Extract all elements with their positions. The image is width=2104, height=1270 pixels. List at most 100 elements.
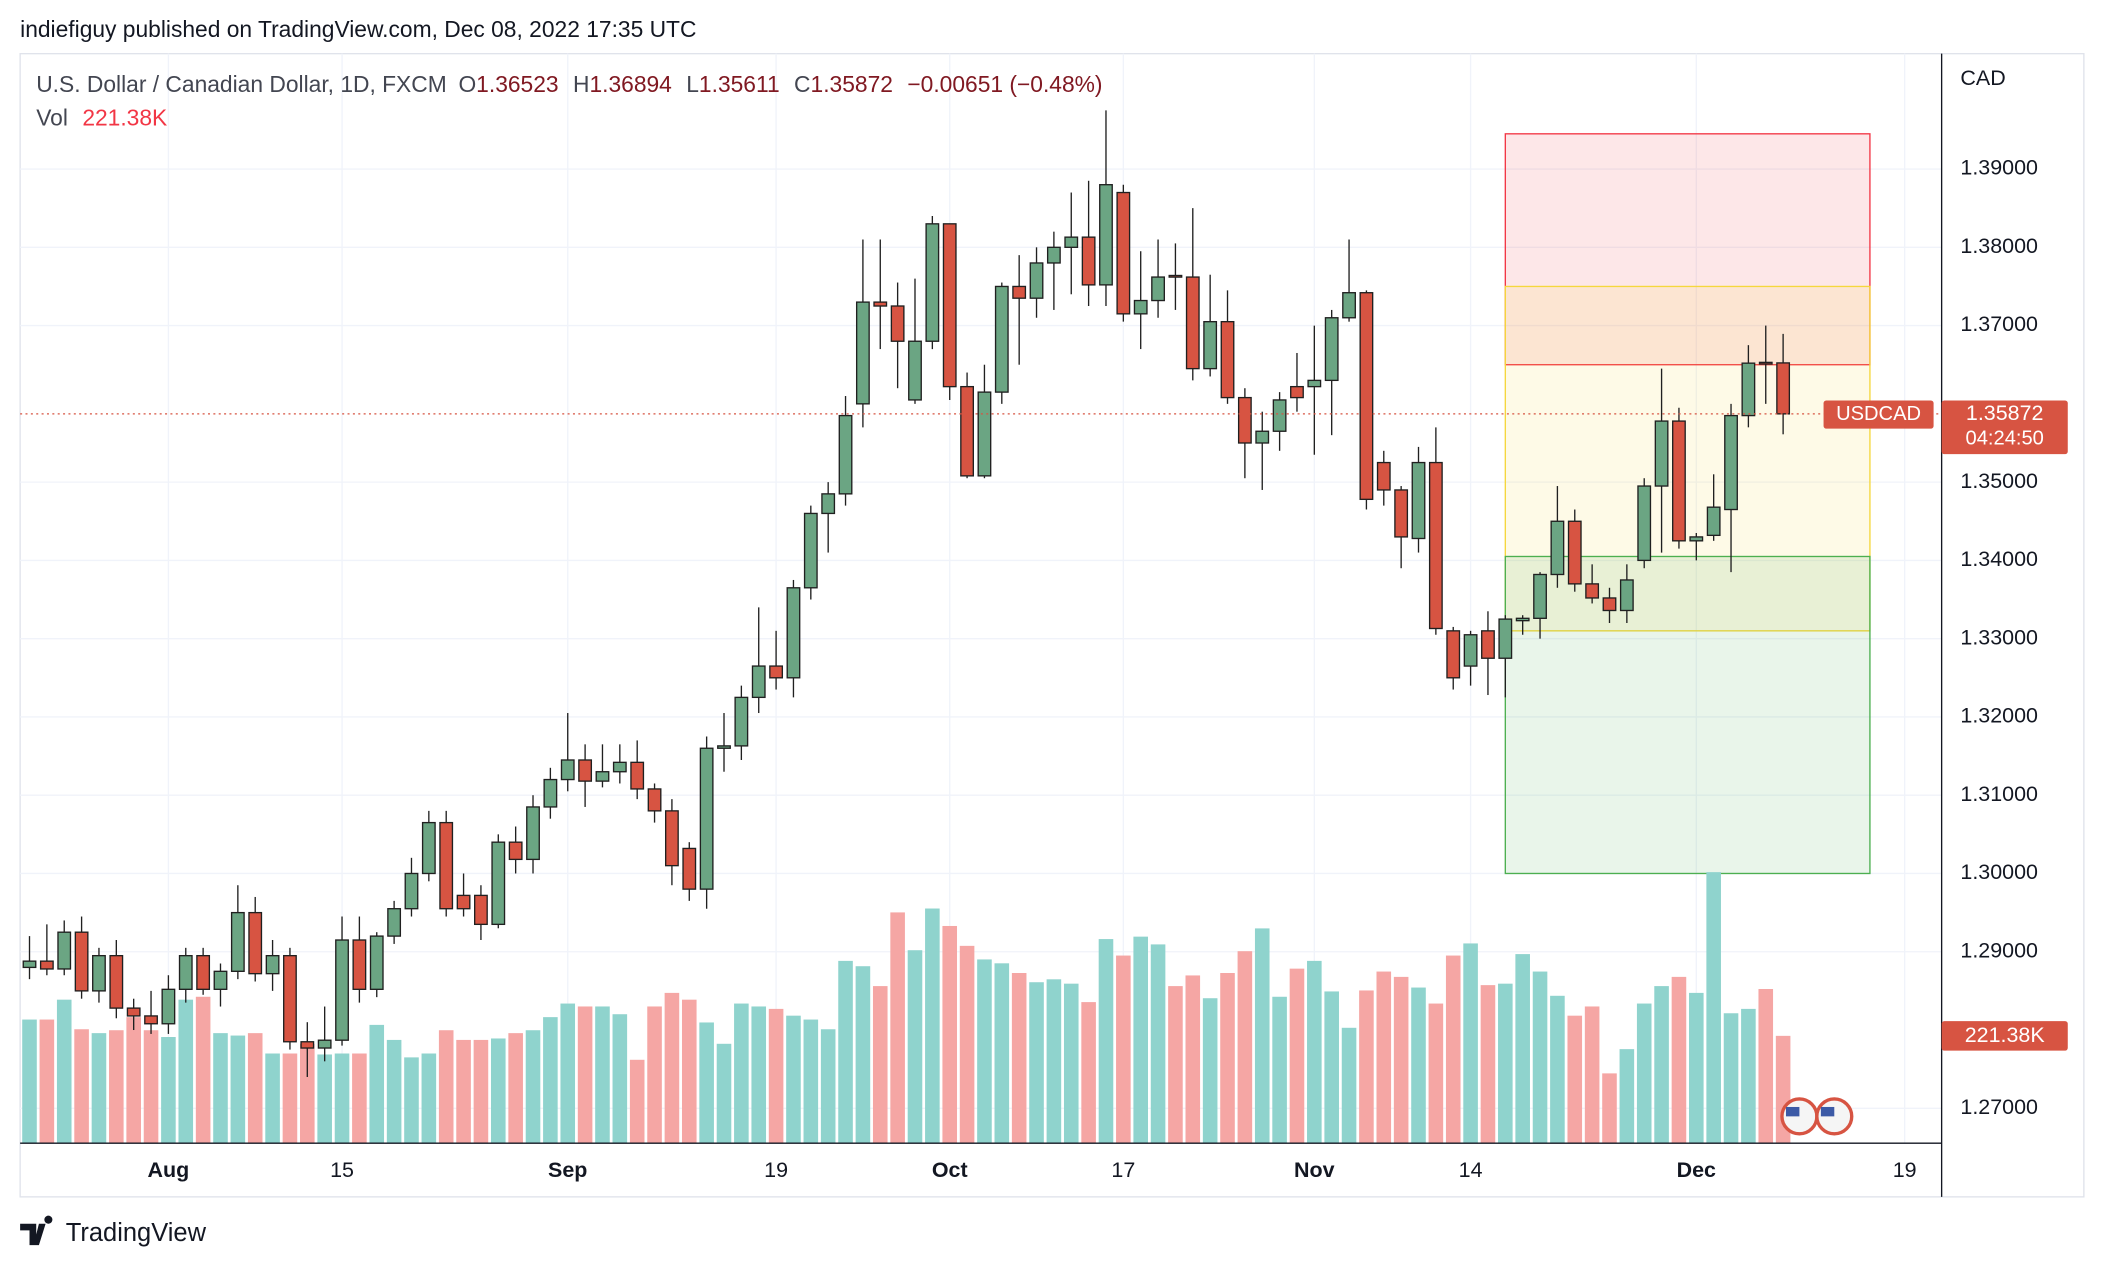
- candle-body: [1133, 299, 1148, 315]
- candle-body: [838, 414, 853, 495]
- flag-icons: [1780, 1097, 1854, 1136]
- candle-body: [1099, 184, 1113, 286]
- volume-bar: [369, 1024, 385, 1144]
- candle-body: [456, 894, 471, 910]
- candle-body: [734, 696, 749, 747]
- position-zone: [1504, 285, 1871, 632]
- volume-bar: [386, 1039, 402, 1144]
- volume-bar: [994, 963, 1010, 1144]
- candle-body: [647, 788, 662, 812]
- volume-bar: [195, 996, 211, 1144]
- chart-frame: [19, 53, 2085, 1198]
- volume-bar: [161, 1037, 176, 1144]
- volume-bar: [213, 1033, 228, 1144]
- candle-body: [144, 1015, 158, 1025]
- candle-body: [908, 340, 922, 401]
- candle-body: [699, 747, 714, 890]
- volume-bar: [959, 945, 975, 1144]
- volume-bar: [942, 925, 958, 1144]
- candle-body: [1463, 634, 1478, 667]
- volume-bar: [1671, 976, 1687, 1144]
- candle-body: [1758, 361, 1773, 365]
- x-tick-label: Nov: [1294, 1158, 1335, 1182]
- volume-bar: [664, 992, 680, 1144]
- flag-part: [1820, 1106, 1835, 1117]
- candle-body: [1012, 285, 1027, 299]
- candle-body: [248, 911, 263, 975]
- volume-bar: [334, 1053, 350, 1144]
- candle-body: [161, 988, 176, 1025]
- volume-bar: [1480, 985, 1496, 1144]
- volume-bar: [421, 1053, 437, 1144]
- volume-bar: [1063, 983, 1079, 1144]
- volume-bar: [1029, 982, 1044, 1144]
- volume-bar: [109, 1030, 124, 1144]
- ohlc-label: O: [458, 71, 476, 97]
- candle-body: [1550, 520, 1565, 576]
- volume-bar: [1619, 1049, 1635, 1144]
- y-tick-label: 1.27000: [1960, 1095, 2038, 1119]
- volume-legend: Vol 221.38K: [36, 104, 167, 130]
- volume-bar: [890, 912, 905, 1144]
- volume-axis-label: 221.38K: [1965, 1023, 2046, 1047]
- candle-body: [1220, 320, 1235, 399]
- candle-body: [1081, 236, 1096, 286]
- volume-bar: [1550, 995, 1565, 1144]
- volume-bar: [300, 1043, 315, 1144]
- volume-bar: [751, 1006, 767, 1144]
- candle-body: [22, 960, 37, 969]
- volume-bar: [247, 1033, 263, 1144]
- volume-bar: [734, 1003, 749, 1144]
- candle-body: [1481, 630, 1495, 659]
- candle-body: [1446, 630, 1461, 679]
- candle-body: [1185, 276, 1200, 370]
- candle-body: [890, 305, 905, 342]
- ohlc-value: 1.36523: [476, 71, 558, 97]
- volume-bar: [74, 1029, 89, 1144]
- candle-body: [751, 665, 766, 699]
- volume-bar: [1168, 986, 1183, 1144]
- candle-body: [474, 894, 488, 926]
- candle-body: [560, 759, 575, 781]
- volume-title: Vol: [36, 104, 68, 130]
- candle-body: [612, 761, 627, 773]
- y-tick-label: 1.37000: [1960, 312, 2038, 336]
- candle-body: [1324, 317, 1339, 382]
- ohlc-label: C: [794, 71, 810, 97]
- y-tick-label: 1.39000: [1960, 156, 2038, 180]
- volume-bar: [699, 1022, 714, 1144]
- candle-body: [1307, 379, 1322, 388]
- candle-body: [1029, 262, 1044, 299]
- x-tick-label: 17: [1111, 1158, 1135, 1182]
- candle-body: [300, 1041, 315, 1049]
- brand: TradingView: [20, 1215, 207, 1247]
- volume-bar: [91, 1033, 107, 1144]
- candle-body: [1706, 506, 1721, 537]
- volume-bar: [1237, 951, 1253, 1144]
- candle-body: [1498, 618, 1513, 659]
- candle-body: [369, 935, 384, 990]
- volume-bar: [1636, 1003, 1652, 1144]
- x-tick-label: Dec: [1677, 1158, 1716, 1182]
- x-tick-label: 14: [1459, 1158, 1483, 1182]
- ticker-label: USDCAD: [1836, 403, 1921, 425]
- volume-bar: [126, 1017, 141, 1144]
- candle-body: [1585, 583, 1600, 599]
- candle-body: [578, 759, 593, 782]
- volume-bar: [1150, 944, 1166, 1144]
- candle-body: [1116, 191, 1131, 315]
- candle-body: [335, 939, 349, 1041]
- volume-bar: [1324, 991, 1339, 1144]
- y-tick-label: 1.30000: [1960, 860, 2038, 884]
- candle-body: [230, 911, 245, 972]
- volume-bar: [977, 959, 992, 1144]
- volume-bar: [1376, 971, 1392, 1144]
- volume-bar: [1654, 986, 1669, 1144]
- volume-bar: [143, 1030, 159, 1144]
- volume-bar: [1133, 936, 1148, 1144]
- candle-body: [1515, 617, 1530, 622]
- volume-bar: [1116, 955, 1131, 1144]
- x-tick-label: 19: [1893, 1158, 1917, 1182]
- volume-bar: [317, 1054, 332, 1144]
